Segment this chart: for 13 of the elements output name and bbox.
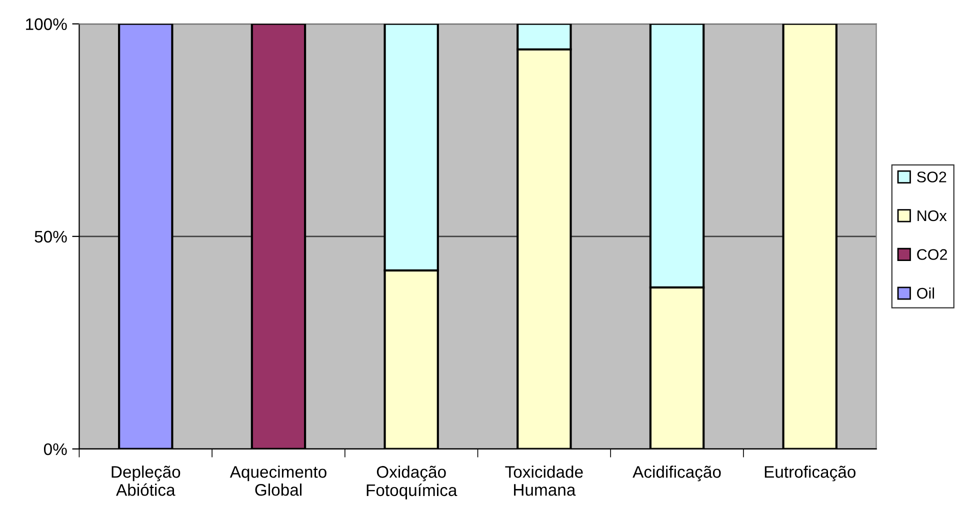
y-tick-label: 0%: [44, 443, 67, 456]
legend-label: NOx: [918, 210, 947, 222]
legend-label: SO2: [917, 172, 946, 182]
x-tick-label: Toxicidade Humana: [505, 466, 583, 496]
y-tick-label: 50%: [34, 230, 67, 243]
x-tick-label: Eutroficação: [764, 466, 856, 482]
x-tick-label: Depleção Abiótica: [112, 466, 180, 496]
y-tick-label: 100%: [26, 18, 67, 30]
legend-label: CO2: [917, 249, 947, 260]
x-tick-label: Oxidação Fotoquímica: [366, 466, 458, 500]
legend-label: Oil: [917, 287, 934, 299]
x-tick-label: Acidificação: [632, 466, 721, 482]
x-tick-label: Aquecimento Global: [230, 466, 326, 496]
